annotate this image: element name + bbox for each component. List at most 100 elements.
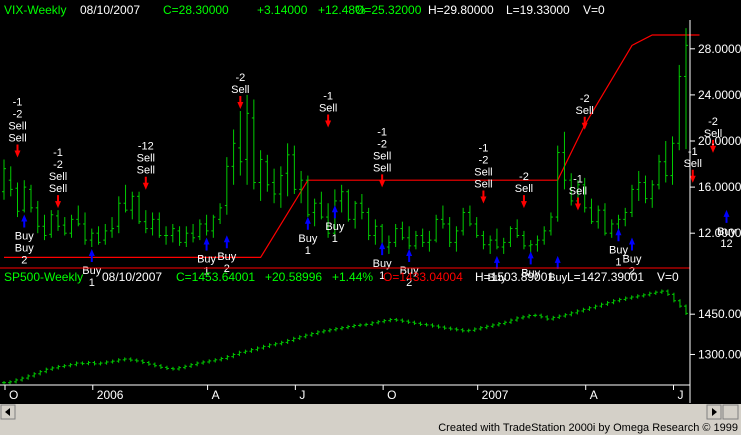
vix-low: L=19.33000 (506, 3, 570, 17)
buy-arrow-icon (21, 214, 28, 228)
sell-signal-label: -12 (138, 141, 154, 153)
buy-arrow-icon (527, 251, 534, 265)
buy-signal-label: 1 (615, 256, 621, 268)
sell-signal-label: -1 (573, 173, 583, 185)
buy-signal-label: Buy (622, 253, 641, 265)
sell-signal-label: -1 (377, 126, 387, 138)
date-x-axis: O 2006 A J O 2007 A J (0, 20, 691, 403)
sell-arrow-icon (581, 116, 588, 130)
sp500-date: 08/10/2007 (102, 270, 162, 284)
buy-signal-label: 1 (379, 270, 385, 282)
buy-arrow-icon (379, 242, 386, 256)
buy-signal-label: Buy (521, 267, 540, 279)
buy-signal-label: 1 (305, 245, 311, 257)
scroll-left-arrow-icon (5, 408, 10, 416)
buy-signal-label: Buy (15, 230, 34, 242)
sp500-y-tick-label: 1300.00 (698, 347, 741, 361)
buy-arrow-icon (723, 209, 730, 223)
buy-arrow-icon (554, 255, 561, 269)
buy-signal-label: Buy (217, 251, 236, 263)
sp500-low: L=1427.39001 (567, 270, 644, 284)
buy-arrow-icon (304, 216, 311, 230)
sp500-y-tick-label: 1450.00 (698, 307, 741, 321)
vix-y-tick-label: 16.0000 (698, 180, 741, 194)
x-tick-label: A (590, 388, 598, 402)
x-tick-label: 2007 (482, 388, 509, 402)
vix-change: +3.14000 (257, 3, 308, 17)
vix-open: O=25.32000 (355, 3, 422, 17)
sell-signal-label: Sell (8, 132, 26, 144)
sell-signal-label: Sell (49, 183, 67, 195)
credit-text: Created with TradeStation 2000i by Omega… (438, 422, 738, 434)
vix-y-axis: 12.0000 16.0000 20.0000 24.0000 28.0000 (690, 42, 741, 240)
sell-signal-label: -1 (479, 143, 489, 155)
sell-signal-label: Sell (319, 102, 337, 114)
sp500-y-axis: 1300.00 1450.00 (690, 307, 741, 361)
vix-close: C=28.30000 (163, 3, 229, 17)
sp500-close: C=1453.64001 (176, 270, 255, 284)
buy-signal-label: Buy (325, 221, 344, 233)
scroll-end-button[interactable] (722, 404, 739, 420)
buy-arrow-icon (615, 228, 622, 242)
sell-arrow-icon (237, 96, 244, 110)
sp500-header: SP500-Weekly 08/10/2007 C=1453.64001 +20… (4, 270, 679, 284)
sell-signal-label: Sell (137, 153, 155, 165)
buy-signal-label: Buy (197, 253, 216, 265)
scroll-right-arrow-icon (712, 408, 717, 416)
sp500-pct: +1.44% (332, 270, 373, 284)
sell-arrow-icon (574, 197, 581, 211)
buy-arrow-icon (331, 205, 338, 219)
sell-signal-label: Sell (704, 128, 722, 140)
sell-arrow-icon (142, 176, 149, 190)
sp500-price-panel (2, 289, 688, 385)
buy-signal-label: 1 (89, 277, 95, 289)
vix-high: H=29.80000 (428, 3, 494, 17)
sell-arrow-icon (325, 114, 332, 128)
vix-price-panel: -1-2SellSellBuyBuy2-1-2SellSellBuy1-12Se… (2, 28, 736, 289)
vix-y-tick-label: 24.0000 (698, 88, 741, 102)
sell-signal-label: -2 (519, 171, 529, 183)
sell-signal-label: Sell (373, 150, 391, 162)
buy-arrow-icon (628, 237, 635, 251)
sp500-volume: V=0 (657, 270, 679, 284)
sell-signal-label: Sell (474, 179, 492, 191)
vix-volume: V=0 (583, 3, 605, 17)
vix-y-tick-label: 12.0000 (698, 226, 741, 240)
sp500-change: +20.58996 (265, 270, 322, 284)
scrollbar-track[interactable] (0, 404, 741, 420)
horizontal-scrollbar[interactable] (0, 404, 741, 420)
x-tick-label: J (299, 388, 305, 402)
vix-date: 08/10/2007 (80, 3, 140, 17)
sell-signal-label: -2 (235, 72, 245, 84)
sp500-symbol: SP500-Weekly (4, 270, 83, 284)
buy-signal-label: 1 (332, 233, 338, 245)
sell-arrow-icon (480, 190, 487, 204)
vix-y-tick-label: 28.0000 (698, 42, 741, 56)
sell-signal-label: Sell (373, 162, 391, 174)
sell-arrow-icon (520, 195, 527, 209)
vix-header: VIX-Weekly 08/10/2007 C=28.30000 +3.1400… (4, 3, 605, 17)
x-tick-label: O (9, 388, 18, 402)
sell-signal-label: -2 (708, 116, 718, 128)
sell-signal-label: -1 (688, 146, 698, 158)
x-tick-label: O (387, 388, 396, 402)
sell-arrow-icon (14, 144, 21, 158)
vix-pct: +12.48% (318, 3, 366, 17)
buy-arrow-icon (203, 237, 210, 251)
buy-signal-label: 2 (224, 263, 230, 275)
sell-signal-label: Sell (8, 120, 26, 132)
buy-signal-label: Buy (717, 226, 736, 238)
buy-signal-label: Buy (548, 272, 567, 284)
sell-signal-label: Sell (474, 167, 492, 179)
buy-signal-label: Buy (15, 242, 34, 254)
sell-arrow-icon (379, 174, 386, 188)
sell-signal-label: Sell (569, 185, 587, 197)
buy-signal-label: Buy (373, 258, 392, 270)
x-tick-label: J (677, 388, 683, 402)
sell-signal-label: -2 (53, 159, 63, 171)
sell-arrow-icon (55, 195, 62, 209)
vix-symbol: VIX-Weekly (4, 3, 66, 17)
buy-signal-label: 1 (204, 265, 210, 277)
buy-arrow-icon (493, 255, 500, 269)
